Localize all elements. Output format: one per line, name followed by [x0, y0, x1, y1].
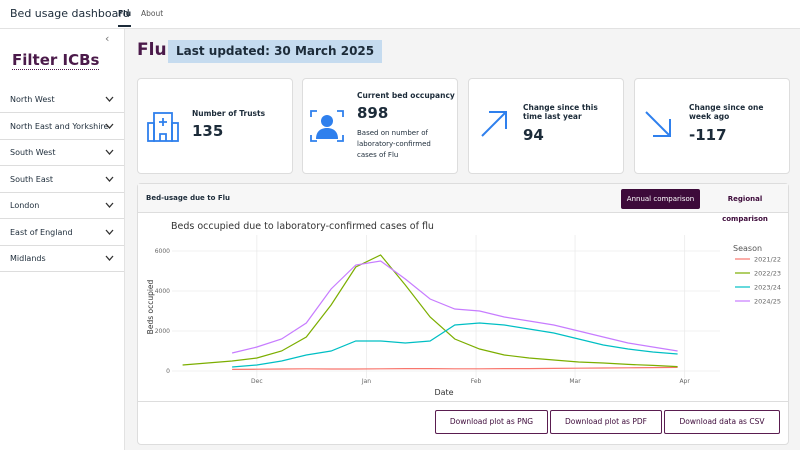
y-tick-label: 6000 — [155, 248, 170, 255]
tab[interactable]: Flu — [118, 9, 132, 27]
region-label: North West — [10, 95, 55, 104]
region-label: London — [10, 201, 40, 210]
region-item[interactable]: East of England — [0, 220, 124, 246]
series-line — [231, 260, 678, 354]
card-note: Based on number of laboratory-confirmed … — [357, 129, 431, 159]
region-item[interactable]: Midlands — [0, 246, 124, 272]
icon — [645, 111, 671, 137]
card-value: -117 — [689, 126, 727, 144]
chevron — [105, 96, 114, 102]
sidebar: ‹ Filter ICBs North West North East and Y… — [0, 29, 125, 450]
legend-label: 2021/22 — [754, 256, 781, 264]
x-tick-label: Feb — [471, 378, 482, 385]
region-item[interactable]: South East — [0, 167, 124, 193]
download-button[interactable]: Download data as CSV — [664, 410, 780, 434]
card-label: Number of Trusts — [192, 109, 266, 118]
x-tick-label: Apr — [679, 378, 690, 385]
icon — [310, 110, 344, 142]
card-label: Change since one week ago — [689, 103, 764, 121]
chevron — [105, 149, 114, 155]
y-axis-label: Beds occupied — [146, 279, 155, 334]
divider — [138, 401, 788, 402]
card: Change since one week ago -117 — [634, 78, 790, 174]
card: Number of Trusts 135 — [137, 78, 293, 174]
x-tick-label: Mar — [569, 378, 581, 385]
y-tick-label: 4000 — [155, 288, 170, 295]
x-axis-label: Date — [434, 388, 453, 397]
x-tick-label: Dec — [251, 378, 263, 385]
card-value: 135 — [192, 122, 224, 140]
region-item[interactable]: North West — [0, 87, 124, 113]
chevron — [105, 229, 114, 235]
icon — [481, 111, 507, 137]
region-label: East of England — [10, 227, 73, 237]
chevron — [105, 202, 114, 208]
chart-title: Beds occupied due to laboratory-confirme… — [171, 221, 434, 232]
y-tick-label: 0 — [166, 368, 170, 375]
legend-label: 2024/25 — [754, 298, 781, 306]
region-item[interactable]: London — [0, 193, 124, 219]
toggle[interactable]: Regional comparison — [722, 195, 768, 223]
y-tick-label: 2000 — [155, 328, 170, 335]
icon — [147, 112, 179, 142]
region-item[interactable]: North East and Yorkshire — [0, 114, 124, 140]
region-label: South East — [10, 174, 54, 184]
card: Current bed occupancy 898 Based on numbe… — [302, 78, 458, 174]
chevron — [105, 123, 114, 129]
card-value: 94 — [523, 126, 544, 144]
series-line — [232, 366, 678, 370]
collapse[interactable]: ‹ — [105, 32, 110, 45]
series-line — [182, 254, 678, 368]
legend-label: 2023/24 — [754, 284, 781, 292]
card-value: 898 — [357, 104, 389, 122]
navbar: Bed usage dashboard Flu About — [0, 0, 800, 29]
chevron — [105, 176, 114, 182]
region-item[interactable]: South West — [0, 140, 124, 166]
chart-panel: Bed-usage due to Flu Annual comparison R… — [137, 183, 789, 445]
tab[interactable]: About — [141, 9, 164, 18]
card-label: Current bed occupancy — [357, 91, 455, 100]
region-label: Midlands — [10, 254, 46, 263]
x-tick-label: Jan — [361, 378, 371, 385]
card: Change since this time last year 94 — [468, 78, 624, 174]
series-line — [232, 322, 678, 368]
app-title: Bed usage dashboard — [10, 7, 130, 20]
chart: Beds occupied due to laboratory-confirme… — [146, 221, 781, 397]
region-label: North East and Yorkshire — [10, 121, 109, 131]
chevron — [105, 255, 114, 261]
sidebar-title: Filter ICBs — [12, 51, 100, 70]
card-label: Change since this time last year — [523, 103, 598, 121]
toggle[interactable]: Annual comparison — [621, 189, 700, 209]
download-button[interactable]: Download plot as PDF — [550, 410, 662, 434]
updated-badge: Last updated: 30 March 2025 — [168, 40, 383, 63]
legend-title: Season — [733, 244, 762, 253]
legend-label: 2022/23 — [754, 270, 781, 278]
panel-title: Bed-usage due to Flu — [146, 194, 231, 202]
download-button[interactable]: Download plot as PNG — [435, 410, 548, 434]
region-label: South West — [10, 148, 56, 157]
page-title: Flu — [137, 40, 167, 60]
